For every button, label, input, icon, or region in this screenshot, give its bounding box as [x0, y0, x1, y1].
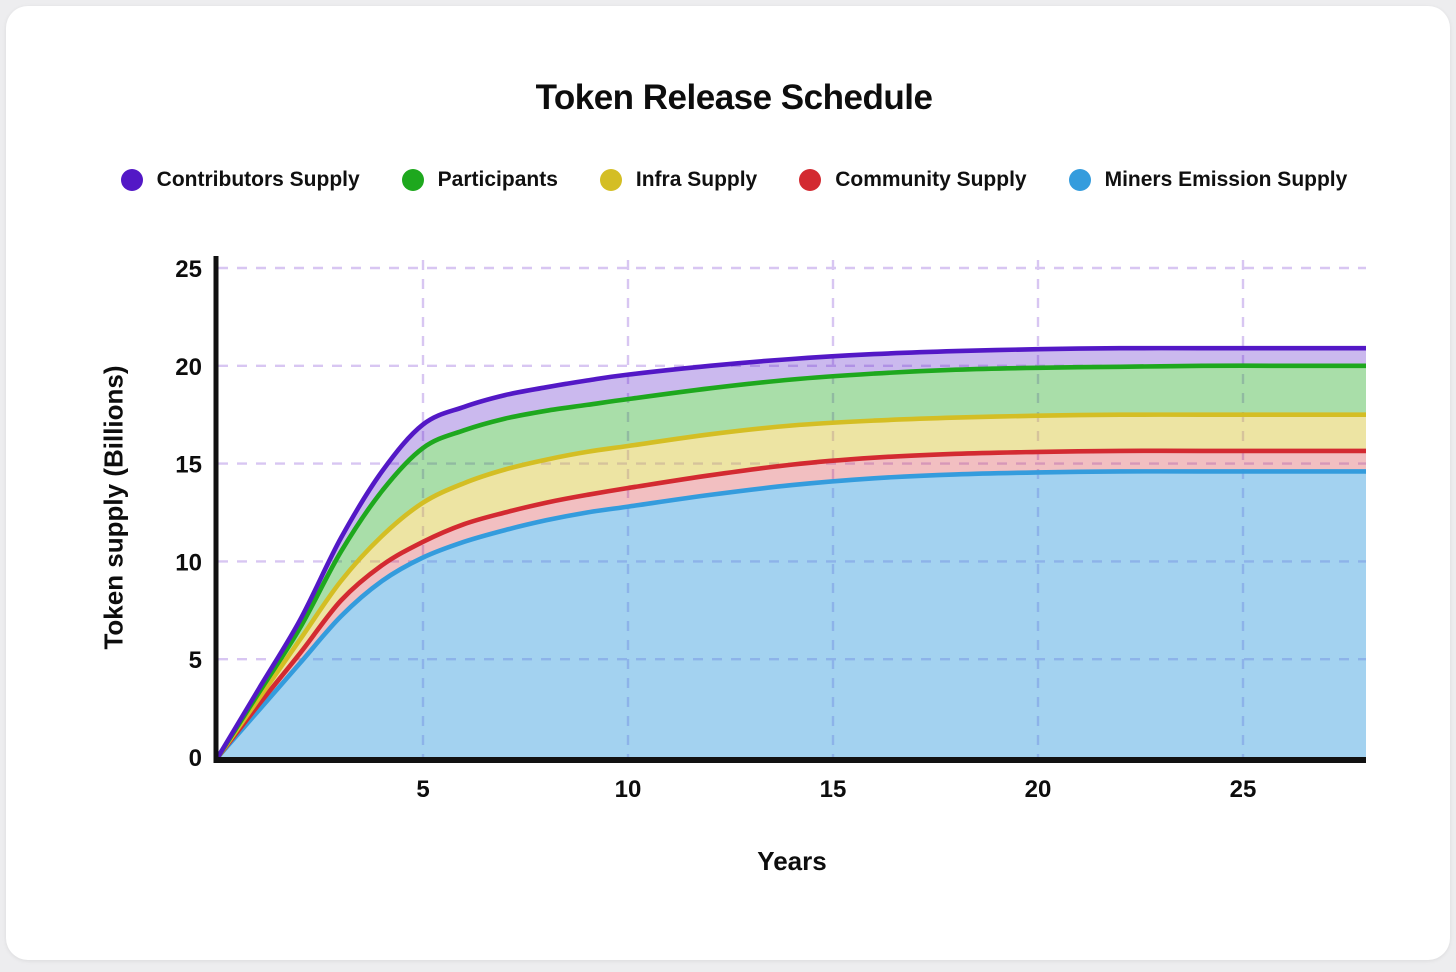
line-infra-supply [218, 412, 1366, 758]
legend-item-community-supply[interactable]: Community Supply [799, 168, 1027, 192]
gridlines [218, 260, 1366, 757]
tick-labels: 0 5 10 15 20 25 5 10 15 20 25 [175, 256, 1256, 803]
x-tick-label-25: 25 [1230, 776, 1257, 803]
legend-label-miners-emission-supply: Miners Emission Supply [1104, 168, 1348, 191]
legend-label-contributors-supply: Contributors Supply [156, 168, 360, 191]
y-axis-title: Token supply (Billions) [98, 365, 129, 650]
x-tick-label-5: 5 [416, 776, 429, 803]
line-contributors-supply [218, 345, 1366, 758]
legend-marker-participants-icon [401, 169, 424, 191]
area-band-miners-emission-supply [218, 471, 1366, 757]
legend-item-infra-supply[interactable]: Infra Supply [599, 168, 758, 192]
legend-item-participants[interactable]: Participants [401, 168, 558, 192]
y-tick-label-5: 5 [189, 647, 202, 674]
x-tick-label-20: 20 [1025, 776, 1052, 803]
line-miners-emission-supply [218, 469, 1366, 758]
legend-label-infra-supply: Infra Supply [635, 168, 758, 191]
legend-marker-contributors-supply-icon [120, 169, 143, 191]
axes [213, 256, 1366, 763]
x-axis-title: Years [757, 846, 827, 876]
y-tick-label-20: 20 [175, 354, 202, 381]
y-tick-label-0: 0 [189, 745, 202, 772]
area-band-community-supply [218, 450, 1366, 757]
legend-item-contributors-supply[interactable]: Contributors Supply [120, 168, 360, 192]
line-community-supply [218, 448, 1366, 758]
token-release-schedule-chart: 0 5 10 15 20 25 5 10 15 20 25 [175, 256, 1366, 803]
chart-card: Token Release Schedule Contributors Supp… [6, 6, 1450, 960]
chart-legend: Contributors Supply Participants Infra Sup… [6, 168, 1456, 192]
legend-label-community-supply: Community Supply [835, 168, 1027, 191]
legend-item-miners-emission-supply[interactable]: Miners Emission Supply [1068, 168, 1348, 192]
line-participants [218, 363, 1366, 758]
area-band-participants [218, 365, 1366, 757]
x-tick-label-15: 15 [820, 776, 847, 803]
legend-marker-miners-emission-supply-icon [1068, 169, 1091, 191]
page-title: Token Release Schedule [535, 78, 933, 117]
legend-label-participants: Participants [437, 168, 558, 191]
legend-marker-community-supply-icon [799, 169, 822, 191]
y-tick-label-10: 10 [175, 549, 202, 576]
legend-marker-infra-supply-icon [599, 169, 622, 191]
area-bands [218, 348, 1366, 757]
y-tick-label-25: 25 [175, 256, 202, 283]
series-lines [218, 345, 1366, 758]
area-band-infra-supply [218, 414, 1366, 757]
x-tick-label-10: 10 [615, 776, 642, 803]
y-tick-label-15: 15 [175, 452, 202, 479]
